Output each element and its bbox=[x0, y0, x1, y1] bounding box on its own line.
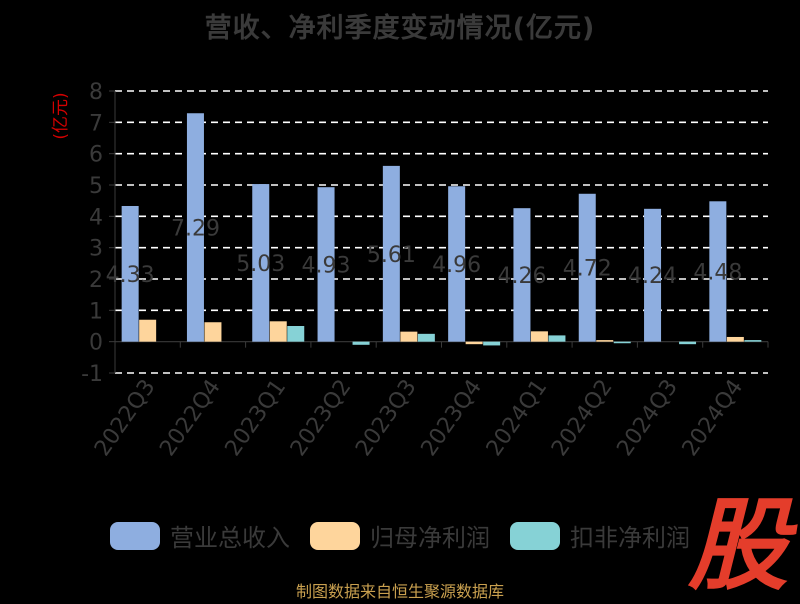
source-footer: 制图数据来自恒生聚源数据库 bbox=[295, 582, 504, 601]
revenue-bar bbox=[448, 186, 466, 342]
legend-swatch-net-profit bbox=[310, 521, 360, 550]
deducted-profit-bar bbox=[287, 326, 305, 342]
y-tick-label: -1 bbox=[81, 362, 103, 387]
x-tick-label: 2023Q1 bbox=[221, 375, 292, 461]
gridlines bbox=[115, 90, 768, 374]
legend-item-deducted-profit[interactable]: 扣非净利润 bbox=[510, 518, 690, 553]
legend-item-net-profit[interactable]: 归母净利润 bbox=[310, 518, 490, 553]
legend-item-revenue[interactable]: 营业总收入 bbox=[110, 518, 290, 553]
y-tick-label: 5 bbox=[89, 174, 103, 199]
logo: 股 bbox=[688, 487, 788, 604]
x-tick-label: 2024Q2 bbox=[547, 375, 618, 461]
data-label: 4.33 bbox=[106, 263, 155, 288]
data-label: 4.24 bbox=[628, 264, 677, 289]
legend-label-deducted-profit: 扣非净利润 bbox=[570, 524, 690, 552]
data-label: 4.72 bbox=[563, 257, 612, 282]
revenue-bar bbox=[513, 208, 531, 342]
data-label: 4.96 bbox=[432, 253, 481, 278]
bars bbox=[121, 113, 762, 346]
y-tick-label: 8 bbox=[89, 80, 103, 105]
data-label: 4.26 bbox=[497, 264, 546, 289]
y-tick-label: 4 bbox=[89, 205, 103, 230]
revenue-bar bbox=[578, 193, 596, 342]
legend-label-net-profit: 归母净利润 bbox=[370, 524, 490, 552]
net-profit-bar bbox=[269, 321, 287, 342]
data-label: 4.48 bbox=[693, 260, 742, 285]
x-tick-label: 2022Q4 bbox=[155, 375, 226, 461]
net-profit-bar bbox=[139, 319, 157, 342]
y-axis-label: (亿元) bbox=[51, 92, 71, 139]
deducted-profit-bar bbox=[417, 333, 435, 342]
x-tick-label: 2024Q1 bbox=[482, 375, 553, 461]
revenue-bar bbox=[709, 201, 727, 342]
y-tick-label: 0 bbox=[89, 331, 103, 356]
x-tick-label: 2024Q4 bbox=[678, 375, 749, 461]
net-profit-bar bbox=[530, 331, 548, 342]
data-label: 7.29 bbox=[171, 216, 220, 241]
legend-label-revenue: 营业总收入 bbox=[170, 524, 290, 552]
y-tick-label: 2 bbox=[89, 268, 103, 293]
legend-swatch-revenue bbox=[110, 521, 160, 550]
revenue-bar bbox=[644, 208, 662, 342]
revenue-bar bbox=[121, 205, 139, 342]
y-tick-label: 6 bbox=[89, 143, 103, 168]
deducted-profit-bar bbox=[679, 341, 697, 345]
y-tick-label: 7 bbox=[89, 111, 103, 136]
net-profit-bar bbox=[465, 341, 483, 345]
legend-swatch-deducted-profit bbox=[510, 521, 560, 550]
x-tick-label: 2024Q3 bbox=[612, 375, 683, 461]
deducted-profit-bar bbox=[613, 341, 631, 344]
chart-title: 营收、净利季度变动情况(亿元) bbox=[204, 13, 596, 44]
revenue-bar bbox=[186, 113, 204, 342]
net-profit-bar bbox=[596, 340, 614, 342]
y-tick-label: 1 bbox=[89, 299, 103, 324]
data-label: 5.03 bbox=[236, 252, 285, 277]
data-label: 4.93 bbox=[302, 253, 351, 278]
revenue-bar bbox=[317, 187, 335, 342]
deducted-profit-bar bbox=[548, 335, 566, 342]
net-profit-bar bbox=[204, 322, 222, 342]
net-profit-bar bbox=[400, 331, 418, 342]
x-tick-label: 2023Q4 bbox=[417, 375, 488, 461]
revenue-bar bbox=[382, 165, 400, 342]
data-label: 5.61 bbox=[367, 243, 416, 268]
revenue-bar bbox=[252, 184, 270, 342]
legend: 营业总收入 归母净利润 扣非净利润 bbox=[110, 518, 690, 553]
x-tick-label: 2023Q3 bbox=[351, 375, 422, 461]
y-tick-label: 3 bbox=[89, 237, 103, 262]
deducted-profit-bar bbox=[483, 341, 501, 346]
deducted-profit-bar bbox=[744, 340, 762, 342]
x-tick-label: 2022Q3 bbox=[90, 375, 161, 461]
x-tick-label: 2023Q2 bbox=[286, 375, 357, 461]
deducted-profit-bar bbox=[352, 341, 370, 345]
net-profit-bar bbox=[726, 336, 744, 342]
data-labels: 4.33 7.29 5.03 4.93 5.61 4.96 4.26 4.72 4.24 4.48 bbox=[106, 216, 743, 289]
